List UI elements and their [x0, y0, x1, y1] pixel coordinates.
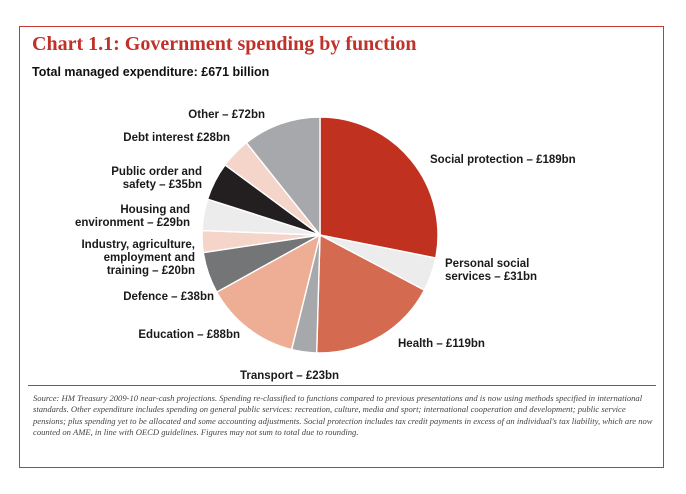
chart-title: Chart 1.1: Government spending by functi…	[32, 33, 417, 55]
slice-label-defence: Defence – £38bn	[123, 291, 214, 303]
slice-label-education: Education – £88bn	[138, 329, 240, 341]
divider	[28, 385, 656, 386]
slice-label-transport: Transport – £23bn	[240, 370, 339, 382]
slice-label-industry-agriculture-employment-and-training: Industry, agriculture, employment and trai…	[81, 239, 195, 277]
slice-label-personal-social-services: Personal social services – £31bn	[445, 258, 537, 283]
pie-slice-social-protection	[319, 116, 439, 259]
chart-subtitle: Total managed expenditure: £671 billion	[32, 65, 270, 79]
slice-label-housing-and-environment: Housing and environment – £29bn	[75, 204, 190, 229]
slice-label-debt-interest: Debt interest £28bn	[123, 132, 230, 144]
source-note: Source: HM Treasury 2009-10 near-cash pr…	[33, 393, 653, 438]
slice-label-social-protection: Social protection – £189bn	[430, 154, 576, 166]
slice-label-public-order-and-safety: Public order and safety – £35bn	[111, 166, 202, 191]
slice-label-other: Other – £72bn	[188, 109, 265, 121]
slice-label-health: Health – £119bn	[398, 338, 485, 350]
